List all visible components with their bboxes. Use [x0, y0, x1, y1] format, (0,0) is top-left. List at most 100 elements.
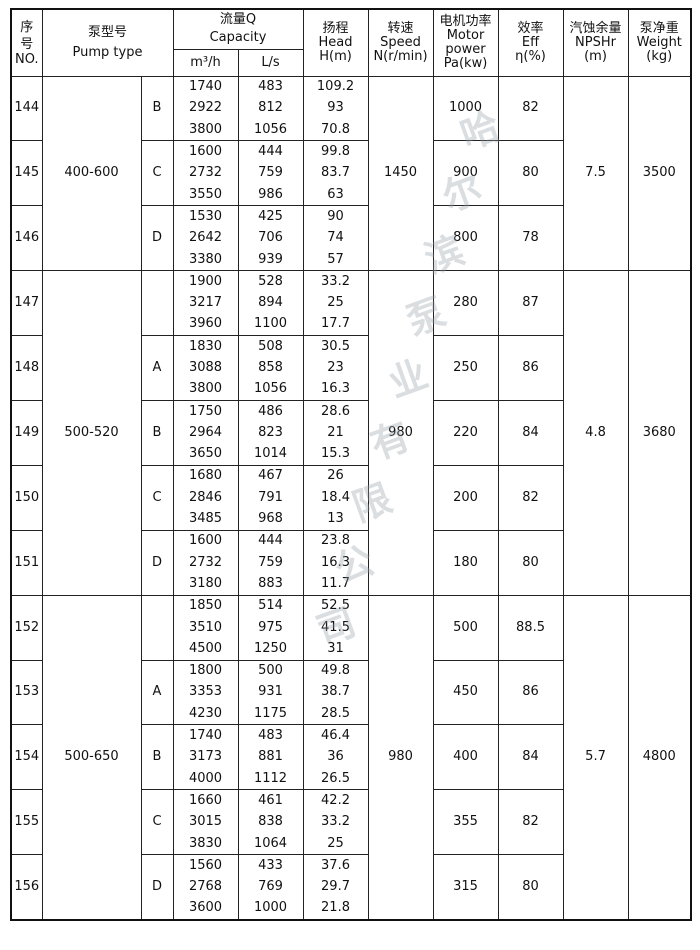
- head: 49.8: [302, 659, 369, 682]
- flow-m3h: 3015: [172, 811, 239, 833]
- table-row: 3600 1000 21.8: [11, 897, 691, 921]
- head: 21.8: [302, 897, 369, 921]
- table-row: 3353 931 38.7: [11, 681, 691, 704]
- table-row: 152 500-650 1850 514 52.5 980 500 88.5 5.7 4800: [10, 594, 692, 921]
- pump-variant: [140, 594, 174, 661]
- head: 70.8: [302, 119, 369, 142]
- flow-m3h: 4500: [172, 638, 239, 661]
- flow-ls: 483: [237, 75, 304, 98]
- efficiency: 88.5: [497, 594, 564, 661]
- head: 57: [302, 248, 369, 272]
- model-no: 147: [10, 270, 43, 337]
- motor-power: 500: [432, 594, 499, 661]
- table-row: 144 400-600 B 1740 483 109.2 1450 1000 82 7.5 3500: [10, 75, 692, 272]
- flow-m3h: 3485: [172, 508, 239, 531]
- motor-power: 280: [432, 270, 499, 337]
- efficiency: 80: [497, 529, 564, 596]
- head: 28.6: [302, 399, 369, 423]
- speed: 980: [367, 594, 434, 921]
- head: 33.2: [302, 270, 369, 293]
- npshr: 4.8: [562, 270, 629, 596]
- flow-ls: 968: [237, 508, 304, 531]
- pump-variant: C: [140, 464, 174, 531]
- efficiency: 84: [497, 724, 564, 791]
- table-row: 148 A 1830 508 30.5 250 86: [10, 335, 691, 401]
- efficiency: 80: [497, 140, 564, 207]
- flow-m3h: 2732: [172, 162, 239, 184]
- head: 23: [302, 357, 369, 379]
- model-no: 153: [10, 659, 43, 726]
- flow-ls: 759: [237, 162, 304, 184]
- flow-ls: 467: [237, 464, 304, 488]
- flow-m3h: 2964: [172, 422, 239, 444]
- model-no: 155: [10, 789, 43, 856]
- head: 46.4: [302, 724, 369, 747]
- table-row: 3830 1064 25: [11, 832, 691, 856]
- header-weight: 泵净重 Weight (kg): [627, 8, 692, 77]
- pump-variant: A: [140, 659, 174, 726]
- flow-ls: 433: [237, 854, 304, 877]
- flow-ls: 931: [237, 681, 304, 704]
- model-no: 156: [10, 854, 43, 921]
- table-row: 146 D 1530 425 90 800 78: [10, 205, 691, 272]
- flow-ls: 1014: [237, 443, 304, 466]
- flow-m3h: 3380: [172, 248, 239, 272]
- efficiency: 82: [497, 464, 564, 531]
- header-capacity-m3h: m³/h: [172, 48, 239, 77]
- pump-type: 500-650: [41, 594, 142, 921]
- flow-ls: 791: [237, 487, 304, 509]
- head: 18.4: [302, 487, 369, 509]
- table-row: 3217 894 25: [11, 292, 691, 314]
- motor-power: 355: [432, 789, 499, 856]
- table-row: 3510 975 41.5: [11, 616, 691, 639]
- table-row: 145 C 1600 444 99.8 900 80: [10, 140, 691, 207]
- table-row: 2922 812 93: [11, 97, 691, 120]
- table-row: 3960 1100 17.7: [11, 313, 691, 337]
- motor-power: 180: [432, 529, 499, 596]
- flow-m3h: 3800: [172, 378, 239, 401]
- head: 36: [302, 746, 369, 768]
- flow-ls: 483: [237, 724, 304, 747]
- flow-m3h: 1850: [172, 594, 239, 617]
- flow-m3h: 1680: [172, 464, 239, 488]
- flow-ls: 939: [237, 248, 304, 272]
- header-capacity: 流量Q Capacity: [172, 8, 304, 50]
- flow-m3h: 3217: [172, 292, 239, 314]
- table-row: 3015 838 33.2: [11, 811, 691, 833]
- model-no: 149: [10, 399, 43, 466]
- head: 25: [302, 832, 369, 856]
- header-pump-type: 泵型号 Pump type: [41, 8, 174, 77]
- table-row: 2964 823 21: [11, 422, 691, 444]
- speed: 1450: [367, 75, 434, 272]
- efficiency: 84: [497, 399, 564, 466]
- flow-ls: 706: [237, 227, 304, 249]
- head: 38.7: [302, 681, 369, 704]
- flow-m3h: 3510: [172, 616, 239, 639]
- efficiency: 86: [497, 335, 564, 401]
- flow-m3h: 3353: [172, 681, 239, 704]
- table-row: 3800 1056 16.3: [11, 378, 691, 401]
- model-no: 148: [10, 335, 43, 401]
- flow-ls: 514: [237, 594, 304, 617]
- table-row: 156 D 1560 433 37.6 315 80: [10, 854, 691, 921]
- header-capacity-ls: L/s: [237, 48, 304, 77]
- motor-power: 400: [432, 724, 499, 791]
- header-npshr: 汽蚀余量 NPSHr (m): [562, 8, 629, 77]
- efficiency: 82: [497, 75, 564, 142]
- flow-m3h: 2768: [172, 876, 239, 898]
- flow-m3h: 1530: [172, 205, 239, 228]
- flow-m3h: 1740: [172, 724, 239, 747]
- head: 42.2: [302, 789, 369, 812]
- flow-ls: 444: [237, 140, 304, 163]
- pump-variant: D: [140, 854, 174, 921]
- head: 17.7: [302, 313, 369, 337]
- head: 74: [302, 227, 369, 249]
- head: 11.7: [302, 573, 369, 596]
- efficiency: 78: [497, 205, 564, 272]
- efficiency: 80: [497, 854, 564, 921]
- flow-m3h: 1600: [172, 529, 239, 553]
- head: 21: [302, 422, 369, 444]
- header-head: 扬程 Head H(m): [302, 8, 369, 77]
- pump-spec-table: 序号 NO. 泵型号 Pump type 流量Q Capacity 扬程 Head H(m…: [10, 8, 693, 922]
- flow-m3h: 1800: [172, 659, 239, 682]
